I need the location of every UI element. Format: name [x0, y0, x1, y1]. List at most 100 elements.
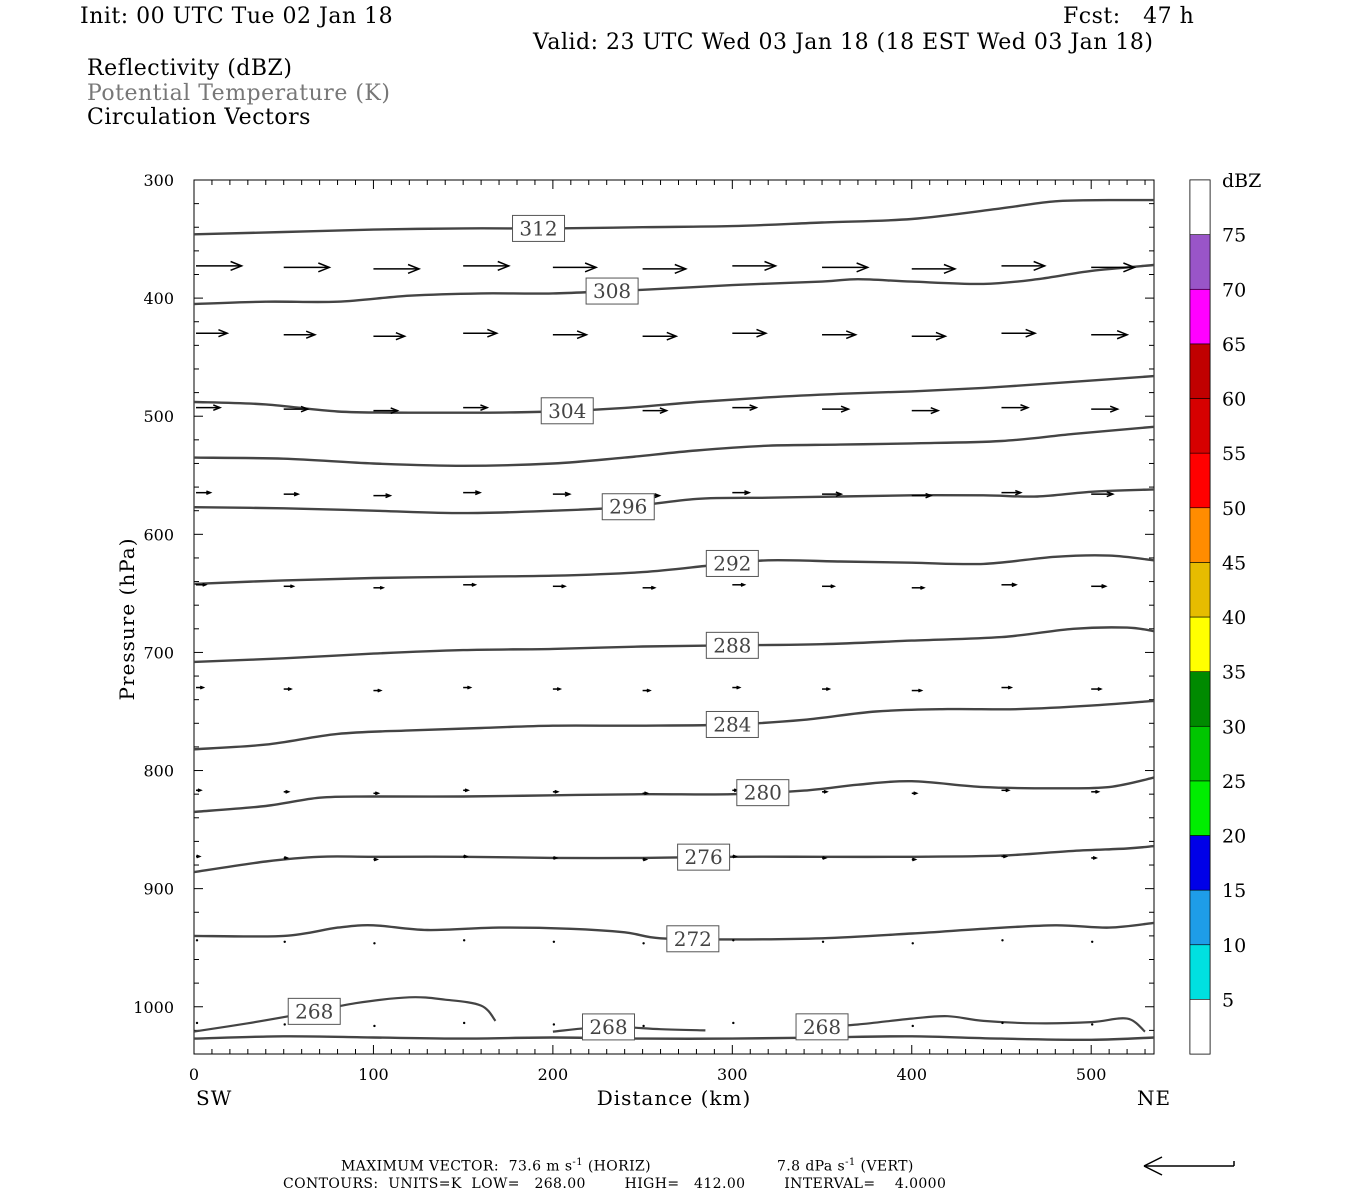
- contour-label-box: [666, 925, 720, 953]
- circulation-vector: [1001, 685, 1014, 690]
- vector-head: [553, 856, 559, 860]
- vector-head: [913, 791, 919, 796]
- colorbar-segment: [1189, 671, 1211, 727]
- colorbar-segment: [1189, 780, 1211, 836]
- colorbar-tick-label: 70: [1222, 279, 1246, 301]
- vector-head: [1011, 582, 1018, 588]
- vector-head: [1123, 262, 1137, 273]
- vector-head: [644, 791, 650, 796]
- circulation-vector: [552, 491, 572, 497]
- colorbar-segment: [1189, 398, 1211, 454]
- circulation-vector: [642, 688, 652, 693]
- vector-head: [300, 405, 310, 413]
- contour-label: 288: [713, 633, 751, 657]
- vector-head: [318, 262, 332, 273]
- right-end-label: NE: [1137, 1086, 1171, 1110]
- theta-contour-268-pocket: [193, 996, 497, 1033]
- circulation-vector: [911, 492, 933, 499]
- x-tick-label: 100: [358, 1065, 389, 1084]
- contour-label-box: [736, 779, 790, 807]
- y-tick-label: 600: [143, 525, 174, 544]
- vector-head: [1095, 789, 1101, 794]
- circulation-vector: [911, 857, 918, 862]
- circulation-vector: [642, 263, 688, 274]
- colorbar-tick-label: 45: [1222, 552, 1246, 574]
- vector-head: [564, 491, 572, 497]
- circulation-vector: [552, 940, 556, 943]
- circulation-vector: [822, 330, 858, 340]
- contour-label-box: [512, 214, 566, 242]
- contour-label-box: [585, 277, 639, 305]
- circulation-vector: [196, 582, 208, 587]
- max-vector-horiz-tag: (HORIZ): [582, 1158, 652, 1175]
- x-tick-label: 200: [538, 1065, 569, 1084]
- circulation-vector: [1091, 687, 1103, 691]
- contour-label: 292: [713, 551, 751, 575]
- contour-label-box: [287, 997, 341, 1025]
- colorbar-segment-low: [1189, 999, 1211, 1055]
- vector-head: [202, 582, 208, 587]
- vector-head: [1002, 854, 1009, 859]
- max-vector-text: MAXIMUM VECTOR: 73.6 m s-1 (HORIZ): [341, 1157, 651, 1175]
- circulation-vector: [1091, 491, 1115, 498]
- contour-label: 296: [609, 495, 647, 519]
- field-potential-temperature: Potential Temperature (K): [87, 81, 391, 106]
- circulation-vector: [552, 262, 599, 273]
- vector-head: [407, 263, 422, 274]
- colorbar-tick-label: 65: [1222, 334, 1246, 356]
- circulation-vector: [283, 330, 317, 339]
- circulation-vector: [373, 688, 383, 693]
- colorbar-tick-label: 75: [1222, 225, 1246, 247]
- vector-head: [213, 404, 223, 412]
- vector-head: [674, 263, 688, 274]
- vector-head: [554, 789, 560, 794]
- max-vector-vert: 7.8 dPa s: [777, 1158, 846, 1175]
- vector-head: [480, 404, 490, 412]
- vector-head: [830, 584, 837, 589]
- max-vector-vert-tag: (VERT): [855, 1158, 914, 1175]
- vector-head: [646, 688, 652, 693]
- circulation-vector: [552, 856, 559, 860]
- vector-head: [206, 490, 213, 495]
- circulation-vector: [1091, 262, 1137, 273]
- circulation-vector: [463, 260, 511, 271]
- theta-contour-272: [193, 921, 1155, 941]
- colorbar-segment: [1189, 889, 1211, 946]
- circulation-vector: [283, 687, 293, 691]
- vector-head: [497, 260, 511, 271]
- circulation-vector: [1091, 405, 1120, 413]
- circulation-vector: [552, 1023, 556, 1026]
- contour-label: 268: [589, 1015, 627, 1039]
- colorbar-segment: [1189, 343, 1211, 399]
- circulation-vector: [1001, 854, 1009, 859]
- vector-head: [1020, 403, 1030, 412]
- circulation-vector: [822, 789, 829, 794]
- circulation-vector: [822, 584, 837, 589]
- circulation-vector: [552, 687, 563, 691]
- vector-head: [385, 493, 393, 499]
- vector-head: [840, 405, 851, 413]
- colorbar-tick-label: 15: [1222, 880, 1246, 902]
- vector-head: [556, 687, 563, 691]
- theta-contour-280: [193, 776, 1155, 814]
- vector-head: [1116, 329, 1130, 340]
- circulation-vector: [283, 405, 310, 413]
- contour-label: 304: [548, 399, 586, 423]
- circulation-vector: [1091, 789, 1101, 794]
- vector-head: [856, 262, 870, 273]
- theta-contour-308: [193, 263, 1155, 306]
- vector-head: [920, 585, 926, 590]
- contour-label: 280: [744, 781, 782, 805]
- circulation-vector: [732, 939, 735, 942]
- circulation-vector: [373, 585, 386, 590]
- circulation-vector: [911, 406, 941, 415]
- x-tick-label: 400: [896, 1065, 927, 1084]
- circulation-vector: [732, 260, 778, 271]
- field-circulation-vectors: Circulation Vectors: [87, 105, 311, 130]
- vector-head: [732, 854, 738, 859]
- colorbar-segment: [1189, 562, 1211, 618]
- vector-head: [822, 856, 828, 860]
- vector-head: [918, 688, 924, 693]
- colorbar-segment: [1189, 234, 1211, 290]
- colorbar-segment: [1189, 835, 1211, 891]
